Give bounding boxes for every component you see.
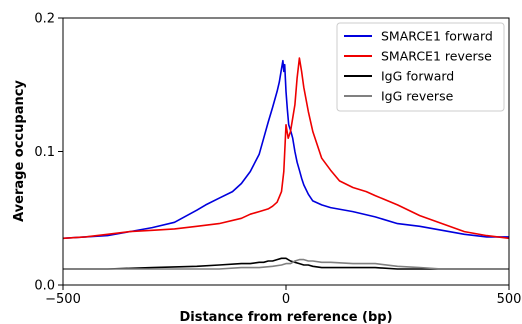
legend-label: IgG reverse [381, 89, 454, 104]
series-line-igg-reverse [63, 258, 509, 270]
y-tick-label: 0.2 [34, 12, 55, 27]
series-line-smarce1-reverse [62, 57, 510, 240]
series-layer [62, 57, 510, 270]
x-tick-label: 0 [282, 292, 290, 307]
y-tick-label: 0.0 [34, 279, 55, 294]
legend-label: SMARCE1 reverse [381, 49, 492, 64]
legend-label: IgG forward [381, 69, 454, 84]
x-axis-label: Distance from reference (bp) [179, 310, 392, 324]
legend: SMARCE1 forward SMARCE1 reverse IgG forwar… [336, 22, 505, 112]
series-line-smarce1-forward [62, 59, 509, 240]
y-axis-label: Average occupancy [12, 80, 27, 222]
x-tick-label: 500 [497, 292, 522, 307]
x-tick-label: −500 [45, 292, 81, 307]
ticks-layer: −500 0 500 0.0 0.1 0.2 [34, 12, 521, 308]
legend-label: SMARCE1 forward [381, 29, 493, 44]
legend-frame [336, 22, 505, 112]
y-tick-label: 0.1 [34, 145, 55, 160]
